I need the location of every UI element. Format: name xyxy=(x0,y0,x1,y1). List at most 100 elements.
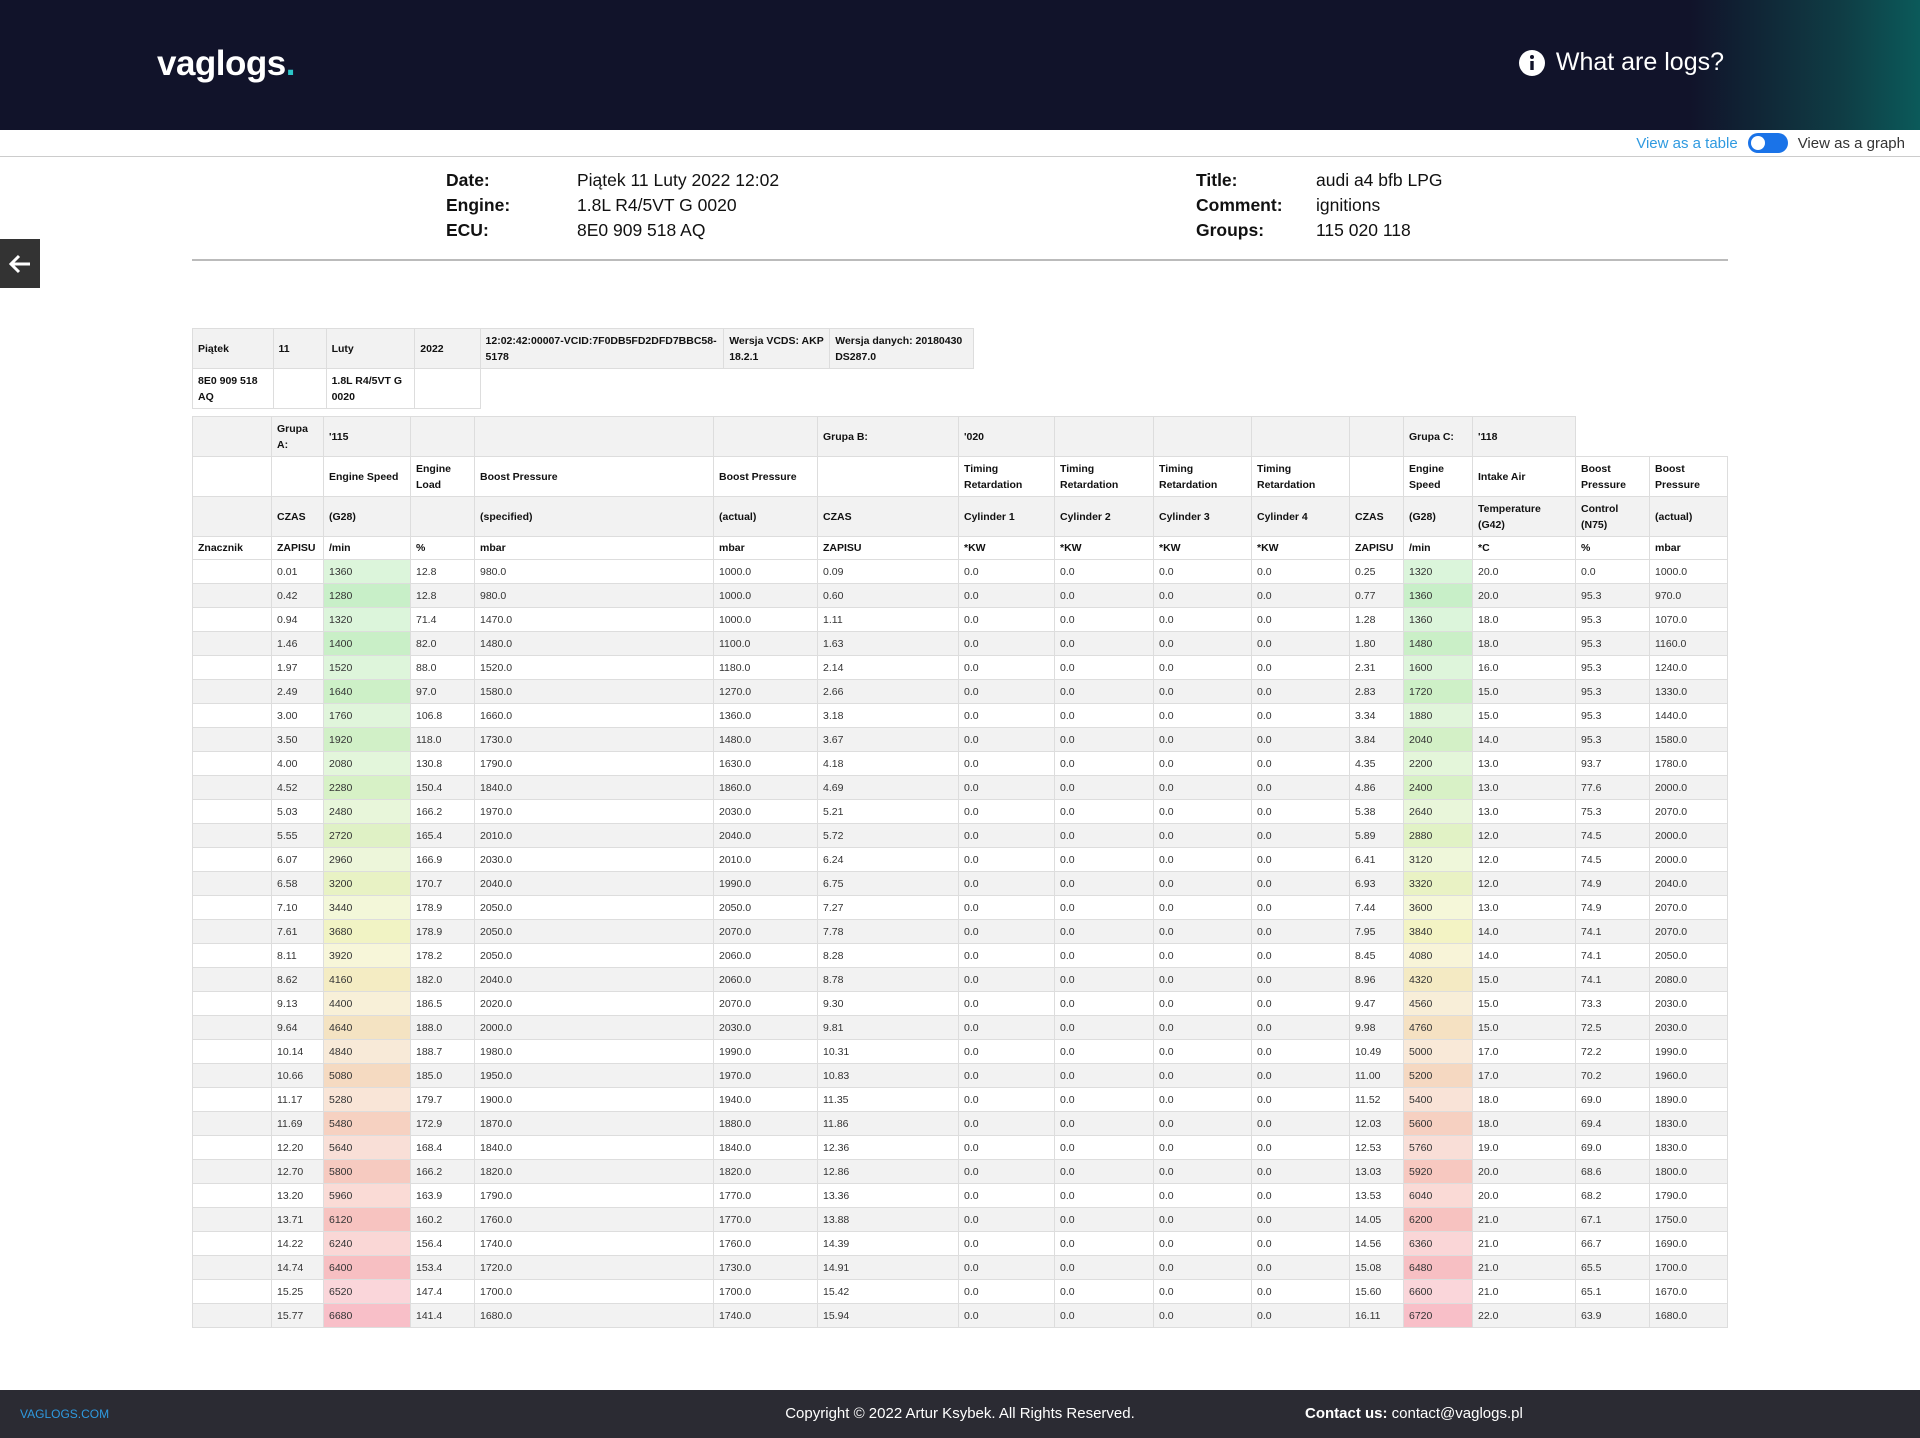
toggle-graph[interactable]: View as a graph xyxy=(1797,134,1905,152)
cell xyxy=(192,823,272,848)
log-table: Grupa A: '115 Grupa B: '020 Grupa C: '118 Engi… xyxy=(192,416,1728,1328)
cell: 6200 xyxy=(1403,1207,1473,1232)
cell: 0.0 xyxy=(1054,823,1154,848)
copyright: Copyright © 2022 Artur Ksybek. All Right… xyxy=(785,1405,1135,1422)
cell: Timing Retardation xyxy=(958,456,1055,497)
cell xyxy=(192,1159,272,1184)
cell: (G28) xyxy=(323,496,411,537)
cell: 6.75 xyxy=(817,871,959,896)
cell: 69.0 xyxy=(1575,1087,1650,1112)
toggle-table[interactable]: View as a table xyxy=(1636,134,1738,152)
cell: 9.98 xyxy=(1349,1015,1404,1040)
cell: 0.0 xyxy=(1153,1039,1252,1064)
cell: 0.0 xyxy=(1251,847,1350,872)
cell xyxy=(272,368,327,409)
cell: 3.67 xyxy=(817,727,959,752)
footer-site[interactable]: VAGLOGS.COM xyxy=(20,1407,110,1421)
cell: 2050.0 xyxy=(474,895,714,920)
cell xyxy=(192,703,272,728)
cell: 14.0 xyxy=(1472,919,1576,944)
cell: 12.0 xyxy=(1472,847,1576,872)
header-row: Grupa A: '115 Grupa B: '020 Grupa C: '118 xyxy=(192,416,1728,457)
cell: 7.78 xyxy=(817,919,959,944)
cell: 65.1 xyxy=(1575,1279,1650,1304)
cell: 8.45 xyxy=(1349,943,1404,968)
cell: 168.4 xyxy=(410,1135,475,1160)
view-toggle[interactable]: View as a table View as a graph xyxy=(1636,133,1905,153)
cell: 8.28 xyxy=(817,943,959,968)
cell: 11.35 xyxy=(817,1087,959,1112)
cell: 15.60 xyxy=(1349,1279,1404,1304)
cell: 0.0 xyxy=(958,679,1055,704)
cell: 0.0 xyxy=(958,799,1055,824)
cell: 6680 xyxy=(323,1303,411,1328)
cell: 13.0 xyxy=(1472,751,1576,776)
cell xyxy=(192,919,272,944)
cell: 0.0 xyxy=(958,703,1055,728)
info-row: Comment: ignitions xyxy=(1196,193,1442,218)
cell: 4560 xyxy=(1403,991,1473,1016)
cell: 6720 xyxy=(1403,1303,1473,1328)
cell: 1760 xyxy=(323,703,411,728)
cell: 9.47 xyxy=(1349,991,1404,1016)
cell: 66.7 xyxy=(1575,1231,1650,1256)
cell xyxy=(271,456,324,497)
cell: 0.77 xyxy=(1349,583,1404,608)
cell: 1600 xyxy=(1403,655,1473,680)
cell: 0.0 xyxy=(1251,679,1350,704)
cell: 0.0 xyxy=(958,919,1055,944)
data-row: 11.17 5280 179.7 1900.0 1940.0 11.35 0.0 0.0 0.0… xyxy=(192,1087,1728,1112)
cell: 1660.0 xyxy=(474,703,714,728)
cell: 1770.0 xyxy=(713,1207,818,1232)
cell: 0.0 xyxy=(1251,1015,1350,1040)
cell: 0.0 xyxy=(958,751,1055,776)
cell: ZAPISU xyxy=(1349,536,1404,560)
cell: 12.8 xyxy=(410,559,475,584)
cell xyxy=(192,1063,272,1088)
help-link[interactable]: What are logs? xyxy=(1518,48,1724,77)
switch[interactable] xyxy=(1747,133,1788,153)
cell xyxy=(192,847,272,872)
info-value: audi a4 bfb LPG xyxy=(1316,170,1443,190)
cell: 15.0 xyxy=(1472,703,1576,728)
cell xyxy=(1650,417,1728,457)
cell: 4.35 xyxy=(1349,751,1404,776)
cell: 0.0 xyxy=(1251,943,1350,968)
meta-row: Piątek 11 Luty 2022 12:02:42:00007-VCID:7F0D… xyxy=(192,328,974,369)
logo[interactable]: vaglogs. xyxy=(157,44,296,84)
cell: 14.91 xyxy=(817,1255,959,1280)
cell: 7.10 xyxy=(271,895,324,920)
cell: 5480 xyxy=(323,1111,411,1136)
cell: 72.2 xyxy=(1575,1039,1650,1064)
data-row: 11.69 5480 172.9 1870.0 1880.0 11.86 0.0 0.0 0.0… xyxy=(192,1111,1728,1136)
cell: 0.0 xyxy=(1251,1087,1350,1112)
cell: Engine Load xyxy=(410,456,475,497)
data-row: 1.46 1400 82.0 1480.0 1100.0 1.63 0.0 0.0 0.0 0.0… xyxy=(192,631,1728,656)
cell: 0.0 xyxy=(1054,991,1154,1016)
cell: 1970.0 xyxy=(713,1063,818,1088)
data-row: 8.11 3920 178.2 2050.0 2060.0 8.28 0.0 0.0 0.0 0.… xyxy=(192,943,1728,968)
cell: mbar xyxy=(713,536,818,560)
info-row: Date: Piątek 11 Luty 2022 12:02 xyxy=(446,168,779,193)
cell: 1700.0 xyxy=(1649,1255,1728,1280)
data-row: 12.70 5800 166.2 1820.0 1820.0 12.86 0.0 0.0 0.0… xyxy=(192,1159,1728,1184)
cell: 1.11 xyxy=(817,607,959,632)
cell: 0.0 xyxy=(1054,1231,1154,1256)
back-button[interactable] xyxy=(0,239,40,288)
cell: 3680 xyxy=(323,919,411,944)
cell: 0.0 xyxy=(958,823,1055,848)
cell: 11.17 xyxy=(271,1087,324,1112)
cell: 0.0 xyxy=(1153,655,1252,680)
cell: 14.05 xyxy=(1349,1207,1404,1232)
cell: 0.0 xyxy=(958,991,1055,1016)
cell: 0.0 xyxy=(958,943,1055,968)
cell: 5080 xyxy=(323,1063,411,1088)
cell: 5.55 xyxy=(271,823,324,848)
cell: 10.14 xyxy=(271,1039,324,1064)
cell: 1330.0 xyxy=(1649,679,1728,704)
cell: 1360 xyxy=(323,559,411,584)
cell: 2.49 xyxy=(271,679,324,704)
cell: *KW xyxy=(1251,536,1350,560)
cell: 6520 xyxy=(323,1279,411,1304)
cell: 178.9 xyxy=(410,919,475,944)
